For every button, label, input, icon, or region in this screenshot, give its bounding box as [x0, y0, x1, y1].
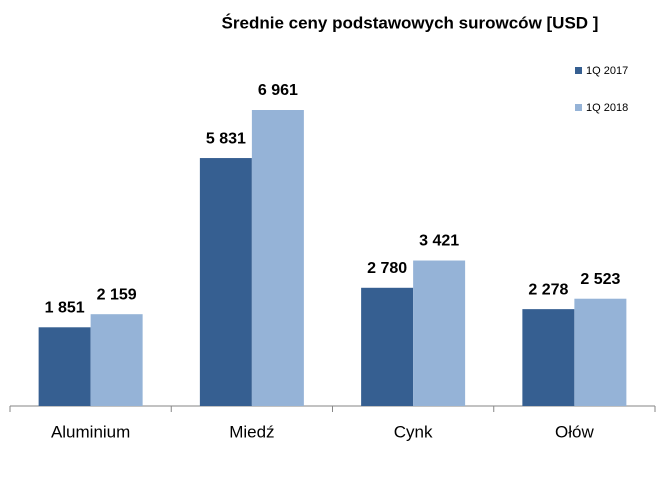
bar [361, 287, 414, 406]
x-tick-label: Ołów [555, 422, 594, 441]
legend-swatch [575, 67, 582, 74]
bar [251, 110, 304, 406]
x-tick-label: Miedź [229, 422, 274, 441]
legend-swatch [575, 104, 582, 111]
legend-label: 1Q 2017 [586, 65, 628, 77]
data-label: 2 523 [580, 271, 620, 288]
data-label: 6 961 [258, 82, 298, 99]
data-label: 2 159 [97, 286, 137, 303]
bar [90, 314, 143, 406]
bar [199, 158, 252, 406]
bar [413, 260, 466, 406]
bar [522, 309, 575, 406]
data-label: 2 278 [528, 281, 568, 298]
data-label: 1 851 [45, 300, 85, 317]
x-tick-label: Cynk [394, 422, 433, 441]
x-tick-label: Aluminium [51, 422, 130, 441]
legend-label: 1Q 2018 [586, 102, 628, 114]
bar [38, 327, 91, 406]
chart-title: Średnie ceny podstawowych surowców [USD … [222, 13, 599, 32]
data-label: 3 421 [419, 233, 459, 250]
bar [574, 298, 627, 406]
data-label: 5 831 [206, 130, 246, 147]
data-label: 2 780 [367, 260, 407, 277]
